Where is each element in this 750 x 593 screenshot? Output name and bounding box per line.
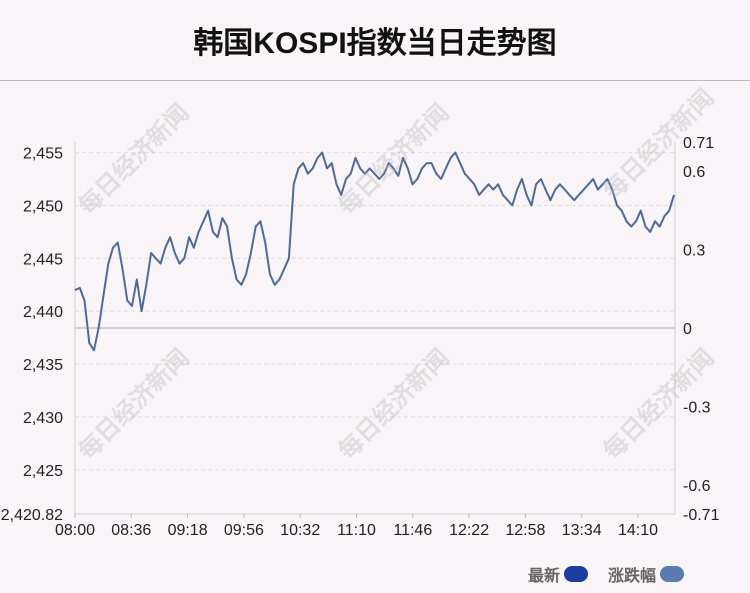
- x-tick-label: 11:10: [337, 522, 376, 539]
- x-tick-label: 08:36: [111, 522, 151, 539]
- y-left-tick-label: 2,455: [23, 146, 63, 163]
- legend: 最新 涨跌幅: [508, 562, 684, 586]
- y-left-tick-label: 2,435: [23, 357, 63, 374]
- y-left-tick-label: 2,445: [23, 251, 63, 268]
- y-right-tick-label: 0.3: [683, 242, 705, 259]
- legend-item-change[interactable]: 涨跌幅: [608, 562, 684, 586]
- y-right-tick-label: -0.3: [683, 400, 711, 417]
- y-axis-right: 0.71 0.6 0.3 0 -0.3 -0.6 -0.71: [683, 135, 720, 524]
- legend-item-latest[interactable]: 最新: [528, 562, 588, 586]
- y-left-tick-label: 2,430: [23, 410, 63, 427]
- series-line-0: [74, 151, 675, 352]
- title-divider: [0, 80, 750, 81]
- y-right-tick-label: -0.71: [683, 507, 720, 524]
- x-tick-label: 14:10: [618, 522, 658, 539]
- y-right-tick-label: 0.6: [683, 164, 705, 181]
- legend-swatch-change: [660, 566, 684, 582]
- y-left-tick-label: 2,420.82: [1, 507, 63, 524]
- x-axis: 08:00 08:36 09:18 09:56 10:32 11:10 11:46 12:22…: [55, 514, 658, 539]
- y-axis-left: 2,455 2,450 2,445 2,440 2,435 2,430 2,425 2,420…: [1, 146, 63, 524]
- y-right-tick-label: -0.6: [683, 478, 711, 495]
- legend-label-change: 涨跌幅: [607, 566, 656, 585]
- x-tick-label: 10:32: [280, 522, 320, 539]
- x-tick-label: 13:34: [562, 522, 602, 539]
- y-left-tick-label: 2,440: [23, 304, 63, 321]
- x-tick-label: 09:18: [168, 522, 208, 539]
- x-tick-label: 12:22: [449, 522, 489, 539]
- y-right-tick-label: 0: [683, 321, 692, 338]
- y-left-tick-label: 2,450: [23, 198, 63, 215]
- y-right-tick-label: 0.71: [683, 135, 714, 152]
- x-tick-label: 11:46: [393, 522, 432, 539]
- grid-lines: [74, 142, 676, 515]
- legend-label-latest: 最新: [527, 566, 560, 585]
- legend-swatch-latest: [563, 566, 588, 582]
- x-tick-label: 09:56: [224, 522, 264, 539]
- x-tick-label: 12:58: [505, 522, 545, 539]
- chart-title: 韩国KOSPI指数当日走势图: [193, 27, 557, 60]
- y-left-tick-label: 2,425: [23, 463, 63, 480]
- x-tick-label: 08:00: [55, 522, 95, 539]
- series-lines: [74, 151, 675, 352]
